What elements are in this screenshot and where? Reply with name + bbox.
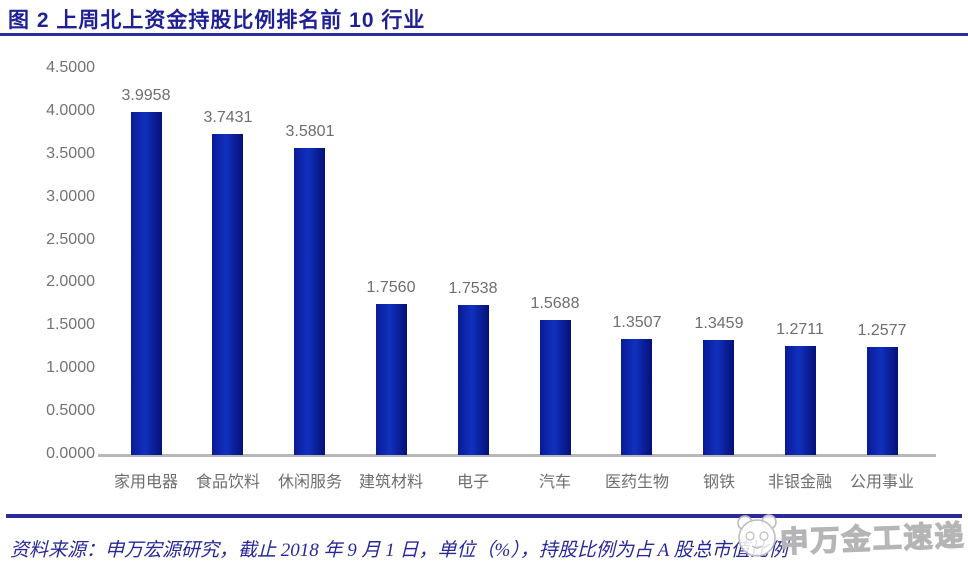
x-axis-category-label: 食品饮料 xyxy=(195,474,260,491)
bar xyxy=(785,346,816,455)
bar-value-label: 1.7538 xyxy=(448,280,498,297)
x-axis-category-label: 休闲服务 xyxy=(277,474,342,491)
x-axis-category-label: 钢铁 xyxy=(702,474,735,491)
bar xyxy=(867,347,898,455)
bar-value-label: 1.2711 xyxy=(776,321,824,338)
y-axis-tick-label: 4.0000 xyxy=(46,101,95,119)
y-axis-tick-label: 0.5000 xyxy=(46,402,95,420)
y-axis-tick-label: 0.0000 xyxy=(46,445,95,462)
bar-value-label: 3.5801 xyxy=(285,123,335,140)
x-axis-category-label: 公用事业 xyxy=(849,474,914,491)
bar xyxy=(376,304,407,455)
x-axis-category-label: 医药生物 xyxy=(604,474,669,491)
bar-value-label: 1.5688 xyxy=(530,295,580,312)
bottom-separator-line xyxy=(6,514,962,518)
bar xyxy=(294,148,325,455)
y-axis-tick-label: 2.0000 xyxy=(46,273,95,291)
y-axis-tick-label: 1.5000 xyxy=(46,316,95,334)
y-axis-tick-label: 2.5000 xyxy=(46,230,95,248)
source-note: 资料来源：申万宏源研究，截止 2018 年 9 月 1 日，单位（%），持股比例… xyxy=(10,540,788,561)
chart-area: 0.0000 0.5000 1.0000 1.5000 2.0000 2.5000 3.00… xyxy=(0,40,968,520)
bar xyxy=(621,339,652,455)
y-axis-tick-label: 4.5000 xyxy=(46,58,95,76)
bar xyxy=(212,134,243,455)
bar xyxy=(703,340,734,455)
bar-value-label: 1.2577 xyxy=(857,322,907,339)
x-axis-category-label: 建筑材料 xyxy=(358,474,423,491)
bar-value-label: 3.9958 xyxy=(121,87,171,104)
y-axis-tick-label: 1.0000 xyxy=(46,359,95,377)
bar-value-label: 3.7431 xyxy=(203,109,253,126)
x-axis-category-label: 非银金融 xyxy=(767,474,832,491)
bar xyxy=(131,112,162,455)
figure-title: 图 2 上周北上资金持股比例排名前 10 行业 xyxy=(8,9,426,32)
y-axis-tick-label: 3.5000 xyxy=(46,144,95,162)
title-separator-line xyxy=(0,33,968,36)
bar-value-label: 1.3507 xyxy=(612,314,662,331)
x-axis-category-label: 汽车 xyxy=(538,474,571,491)
x-axis-baseline xyxy=(98,454,936,457)
bar-value-label: 1.3459 xyxy=(694,315,744,332)
bar xyxy=(540,320,571,455)
x-axis-category-label: 电子 xyxy=(456,474,489,491)
bar xyxy=(458,305,489,455)
x-axis-category-label: 家用电器 xyxy=(113,474,178,491)
y-axis-tick-label: 3.0000 xyxy=(46,187,95,205)
bar-value-label: 1.7560 xyxy=(366,279,416,296)
